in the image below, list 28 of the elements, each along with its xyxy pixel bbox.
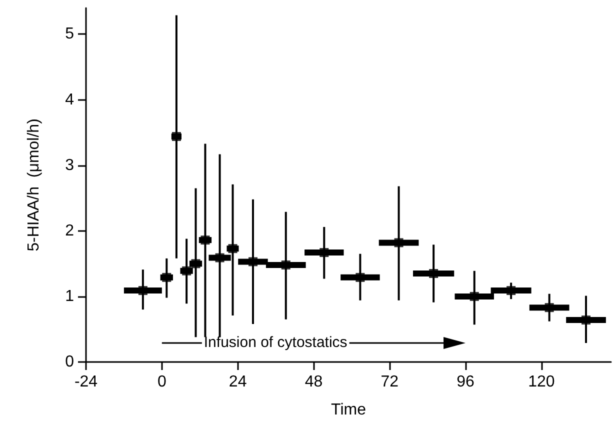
point [544, 303, 554, 312]
point [138, 286, 148, 296]
point [394, 238, 404, 248]
x-tick-label: 72 [380, 374, 399, 390]
y-axis-title: 5-HIAA/h (μmol/h) [26, 118, 42, 252]
y-tick-label: 3 [65, 156, 74, 174]
x-axis-title: Time [331, 402, 366, 418]
x-tick-label: 48 [304, 374, 323, 390]
x-tick-label: -24 [74, 374, 98, 390]
x-tick-label: 96 [456, 374, 475, 390]
point [215, 253, 224, 262]
point [281, 260, 290, 270]
x-tick-label: 0 [157, 374, 166, 390]
point [582, 316, 591, 325]
x-tick-label: 24 [228, 374, 247, 390]
x-tick-label: 120 [528, 374, 555, 390]
point [356, 272, 365, 282]
annotation: Infusion of cytostatics [204, 334, 348, 351]
point [429, 269, 438, 278]
y-tick-label: 0 [65, 354, 74, 370]
y-tick-label: 1 [65, 288, 74, 305]
point [470, 292, 479, 301]
point [506, 286, 516, 296]
point [248, 257, 258, 266]
y-tick-label: 4 [65, 91, 74, 108]
y-tick-label: 5 [65, 26, 74, 43]
y-tick-label: 2 [65, 222, 74, 240]
point [320, 248, 329, 258]
